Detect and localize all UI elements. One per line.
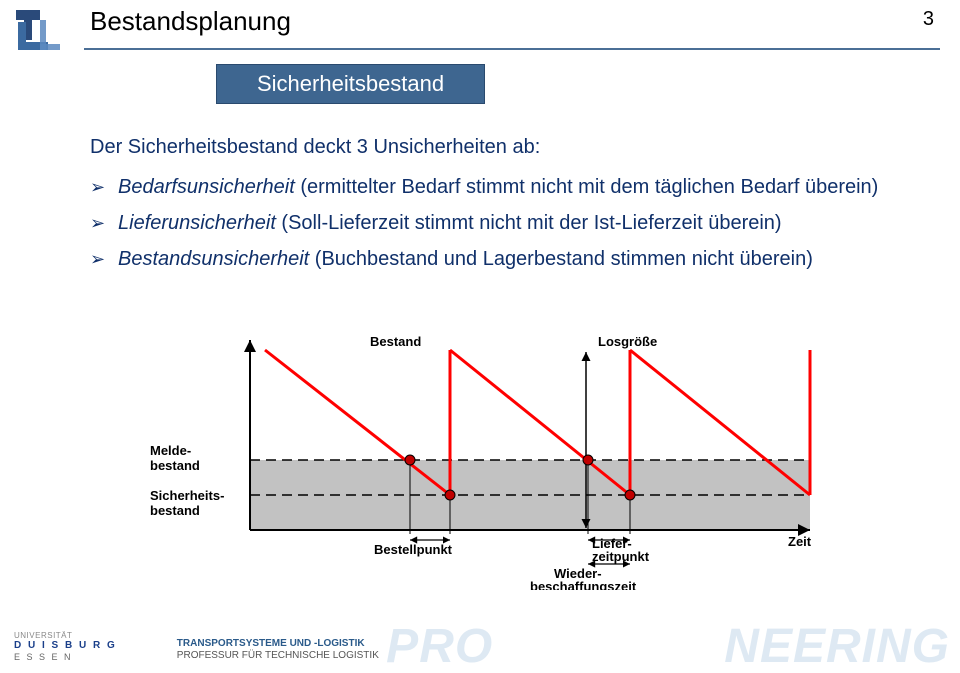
footer-chair: TRANSPORTSYSTEME UND -LOGISTIK PROFESSUR… xyxy=(177,638,379,662)
svg-text:Sicherheits-: Sicherheits- xyxy=(150,488,224,503)
footer-university: UNIVERSITÄT D U I S B U R G E S S E N xyxy=(14,631,117,662)
chevron-icon: ➢ xyxy=(90,208,108,239)
uni-caption: UNIVERSITÄT xyxy=(14,631,117,640)
uni-name-2: E S S E N xyxy=(14,652,117,662)
bullet-rest: (Soll-Lieferzeit stimmt nicht mit der Is… xyxy=(276,212,782,234)
bullet-term: Bedarfsunsicherheit xyxy=(118,176,295,198)
svg-text:zeitpunkt: zeitpunkt xyxy=(592,549,650,564)
svg-text:bestand: bestand xyxy=(150,458,200,473)
bullet-term: Bestandsunsicherheit xyxy=(118,248,309,270)
svg-text:Zeit: Zeit xyxy=(788,534,812,549)
chevron-icon: ➢ xyxy=(90,244,108,275)
bullet-1: ➢ Bedarfsunsicherheit (ermittelter Bedar… xyxy=(90,170,920,204)
bullet-3: ➢ Bestandsunsicherheit (Buchbestand und … xyxy=(90,242,920,276)
sawtooth-diagram: BestandLosgrößeMelde-bestandSicherheits-… xyxy=(110,330,850,590)
bullet-term: Lieferunsicherheit xyxy=(118,212,276,234)
svg-text:Melde-: Melde- xyxy=(150,443,191,458)
body-text: Der Sicherheitsbestand deckt 3 Unsicherh… xyxy=(90,130,920,278)
chair-line-1: TRANSPORTSYSTEME UND -LOGISTIK xyxy=(177,638,379,650)
uni-name-1: D U I S B U R G xyxy=(14,640,117,652)
header: Bestandsplanung 3 xyxy=(0,8,960,52)
footer: UNIVERSITÄT D U I S B U R G E S S E N TR… xyxy=(0,631,960,662)
title-underline xyxy=(84,48,940,50)
chair-line-2: PROFESSUR FÜR TECHNISCHE LOGISTIK xyxy=(177,650,379,662)
bullet-2: ➢ Lieferunsicherheit (Soll-Lieferzeit st… xyxy=(90,206,920,240)
bullet-rest: (ermittelter Bedarf stimmt nicht mit dem… xyxy=(295,176,879,198)
svg-text:Bestand: Bestand xyxy=(370,334,421,349)
lead-sentence: Der Sicherheitsbestand deckt 3 Unsicherh… xyxy=(90,130,920,164)
svg-text:Losgröße: Losgröße xyxy=(598,334,657,349)
section-box: Sicherheitsbestand xyxy=(216,64,485,104)
svg-text:beschaffungszeit: beschaffungszeit xyxy=(530,579,637,590)
page-number: 3 xyxy=(923,8,934,31)
bullet-rest: (Buchbestand und Lagerbestand stimmen ni… xyxy=(309,248,813,270)
svg-text:Bestellpunkt: Bestellpunkt xyxy=(374,542,453,557)
chevron-icon: ➢ xyxy=(90,172,108,203)
page-title: Bestandsplanung xyxy=(90,6,923,37)
svg-text:bestand: bestand xyxy=(150,503,200,518)
logo xyxy=(14,8,84,52)
